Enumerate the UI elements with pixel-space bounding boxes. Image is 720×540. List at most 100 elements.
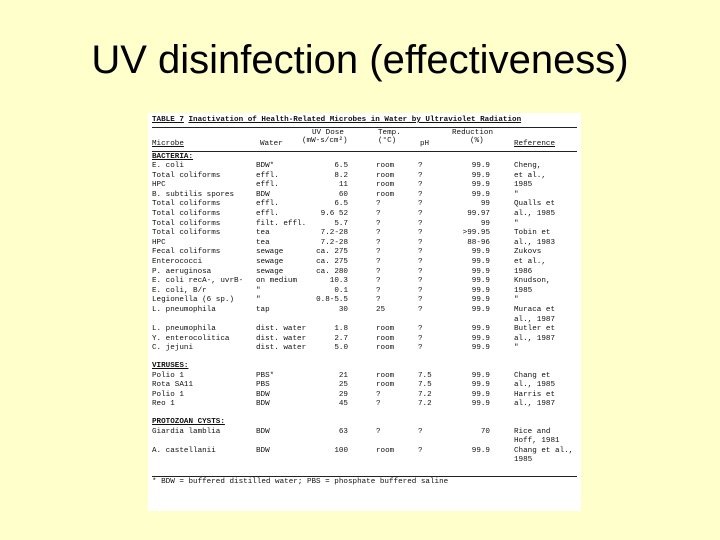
cell-dose: 30: [338, 306, 348, 314]
cell-ph: ?: [418, 248, 423, 257]
cell-microbe: B. subtilis spores: [152, 190, 235, 199]
cell-ph: ?: [418, 306, 423, 314]
table-row: Giardia lamblia BDW 63?? 70 Rice and: [152, 428, 577, 438]
cell-microbe: Enterococci: [152, 258, 203, 267]
cell-ph: ?: [418, 219, 423, 228]
cell-ph: ?: [418, 210, 423, 219]
cell-reference: Qualls et: [514, 200, 556, 209]
header-temp-line2: (°C): [378, 136, 397, 145]
table-footnote: * BDW = buffered distilled water; PBS = …: [152, 477, 449, 486]
cell-reduction: 99.9: [471, 181, 490, 190]
cell-dose: 5.7: [334, 219, 348, 228]
cell-water: BDW: [256, 390, 270, 399]
cell-dose: 100: [334, 446, 348, 455]
cell-microbe: C. jejuni: [152, 344, 194, 353]
cell-dose: 11: [338, 181, 348, 190]
cell-temp: ?: [376, 219, 381, 228]
table-row: E. coli recA-, uvrB-on medium 10.3?? 99.9 K…: [152, 277, 577, 287]
cell-reduction: 70: [480, 427, 490, 436]
cell-water: BDW: [256, 427, 270, 436]
cell-ph: ?: [418, 229, 423, 238]
cell-dose: ca. 275: [316, 248, 348, 257]
cell-temp: room: [376, 181, 395, 190]
cell-reduction: 88-96: [467, 238, 490, 247]
cell-reduction: 99.9: [471, 334, 490, 343]
table-row: Polio 1 PBS* 21 room 7.5 99.9 Chang et: [152, 372, 577, 382]
cell-ph: ?: [418, 181, 423, 190]
cell-water: PBS*: [256, 371, 275, 380]
table-caption-text: Inactivation of Health-Related Microbes …: [188, 116, 522, 124]
table-row: B. subtilis spores BDW 60 room? 99.9 ": [152, 191, 577, 201]
cell-temp: ?: [376, 267, 381, 276]
cell-reduction: 99.9: [471, 296, 490, 305]
cell-temp: room: [376, 371, 395, 380]
cell-temp: ?: [376, 210, 381, 219]
cell-temp: ?: [376, 427, 381, 436]
cell-water: sewage: [256, 258, 284, 267]
cell-microbe: Total coliforms: [152, 171, 221, 180]
cell-microbe: HPC: [152, 238, 166, 247]
cell-microbe: HPC: [152, 181, 166, 190]
cell-dose: ca. 280: [316, 267, 348, 276]
table-row: Polio 1 BDW 29? 7.2 99.9 Harris et: [152, 391, 577, 401]
cell-water: ": [256, 286, 261, 295]
cell-dose: 0.8-5.5: [316, 296, 348, 305]
cell-ph: ?: [418, 258, 423, 267]
cell-reference: al., 1987: [514, 315, 556, 324]
cell-water: tea: [256, 229, 270, 238]
table: TABLE 7 Inactivation of Health-Related M…: [152, 116, 577, 487]
cell-microbe: Total coliforms: [152, 200, 221, 209]
table-row: Legionella (6 sp.) " 0.8-5.5?? 99.9 ": [152, 296, 577, 306]
cell-microbe: Polio 1: [152, 390, 184, 399]
cell-water: BDW: [256, 446, 270, 455]
table-row: HPC effl. 11 room? 99.9 1985: [152, 181, 577, 191]
table-row: L. pneumophila dist. water 1.8 room? 99.9 But…: [152, 325, 577, 335]
cell-microbe: Rota SA11: [152, 381, 194, 390]
cell-microbe: L. pneumophila: [152, 306, 216, 314]
cell-water: sewage: [256, 267, 284, 276]
header-ph: pH: [420, 139, 430, 148]
section-gap: [152, 354, 577, 362]
cell-reference: ": [514, 219, 519, 228]
cell-reduction: 99.9: [471, 400, 490, 409]
cell-ph: 7.2: [418, 390, 432, 399]
cell-dose: 6.5: [334, 162, 348, 171]
cell-microbe: Total coliforms: [152, 229, 221, 238]
cell-reduction: 99.9: [471, 248, 490, 257]
cell-reduction: 99.9: [471, 162, 490, 171]
table-caption: TABLE 7 Inactivation of Health-Related M…: [152, 116, 577, 126]
slide-title: UV disinfection (effectiveness): [91, 38, 629, 82]
cell-microbe: Fecal coliforms: [152, 248, 221, 257]
table-row: al., 1987: [152, 316, 577, 326]
cell-reference: Tobin et: [514, 229, 551, 238]
cell-ph: ?: [418, 267, 423, 276]
cell-water: tea: [256, 238, 270, 247]
cell-reduction: 99.9: [471, 171, 490, 180]
divider: [152, 150, 577, 152]
cell-reference: Butler et: [514, 325, 556, 334]
cell-ph: ?: [418, 200, 423, 209]
header-dose-line2: (mW-s/cm²): [302, 136, 348, 145]
cell-reference: al., 1985: [514, 381, 556, 390]
cell-dose: 5.0: [334, 344, 348, 353]
table-row: A. castellanii BDW 100 room? 99.9 Chang et al…: [152, 447, 577, 457]
cell-microbe: E. coli recA-, uvrB-: [152, 277, 244, 286]
divider: [152, 126, 577, 128]
cell-reference: 1985: [514, 456, 533, 465]
cell-water: effl.: [256, 210, 279, 219]
cell-reduction: 99.9: [471, 381, 490, 390]
header-temp-line1: Temp.: [378, 128, 401, 137]
table-row: E. coli, B/r " 0.1?? 99.9 1985: [152, 287, 577, 297]
table-row: E. coli BDW* 6.5 room? 99.9 Cheng,: [152, 162, 577, 172]
cell-temp: room: [376, 381, 395, 390]
cell-reduction: >99.95: [462, 229, 490, 238]
table-row: Total coliforms effl. 6.5?? 99 Qualls et: [152, 200, 577, 210]
cell-temp: ?: [376, 296, 381, 305]
table-row: L. pneumophila tap 30 25? 99.9 Muraca et: [152, 306, 577, 316]
table-row: Y. enterocolitica dist. water 2.7 room? 99.9…: [152, 335, 577, 345]
cell-temp: ?: [376, 200, 381, 209]
cell-dose: 1.8: [334, 325, 348, 334]
cell-ph: ?: [418, 162, 423, 171]
section-label: PROTOZOAN CYSTS:: [152, 417, 225, 426]
cell-temp: room: [376, 334, 395, 343]
